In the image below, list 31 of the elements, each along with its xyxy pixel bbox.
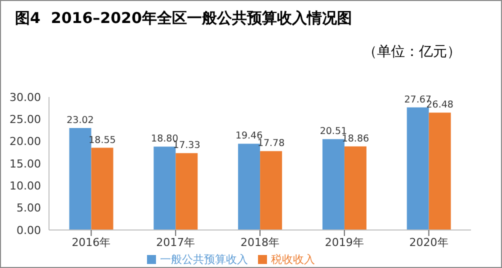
x-tick-label: 2018年 (240, 236, 280, 249)
bar (176, 153, 198, 230)
bar (406, 107, 429, 230)
y-tick-label: 15.00 (10, 157, 41, 170)
data-label: 17.78 (257, 138, 285, 150)
bar (322, 139, 344, 230)
bar (69, 128, 92, 230)
legend-label: 税收收入 (271, 253, 315, 266)
bar (154, 146, 176, 230)
y-tick-label: 20.00 (10, 135, 41, 148)
chart-title: 图4 2016–2020年全区一般公共预算收入情况图 (15, 9, 352, 28)
y-tick-label: 30.00 (10, 90, 41, 104)
y-tick-label: 25.00 (10, 113, 41, 126)
x-tick-label: 2016年 (72, 236, 111, 249)
x-tick-label: 2020年 (409, 236, 448, 249)
data-label: 26.48 (426, 100, 454, 111)
chart-subtitle: （单位：亿元） (363, 43, 461, 61)
x-tick-label: 2017年 (156, 236, 196, 249)
bar (91, 148, 114, 230)
bar (260, 151, 282, 230)
x-tick-label: 2019年 (324, 236, 364, 249)
bar (428, 112, 451, 230)
y-tick-label: 10.00 (10, 180, 41, 193)
y-tick-label: 5.00 (16, 202, 41, 215)
data-label: 23.02 (66, 114, 94, 126)
bar (344, 146, 366, 230)
legend-label: 一般公共预算收入 (160, 253, 248, 266)
y-tick-label: 0.00 (16, 224, 41, 237)
bar (238, 144, 260, 230)
data-label: 17.33 (173, 140, 200, 152)
data-label: 18.86 (342, 133, 370, 144)
